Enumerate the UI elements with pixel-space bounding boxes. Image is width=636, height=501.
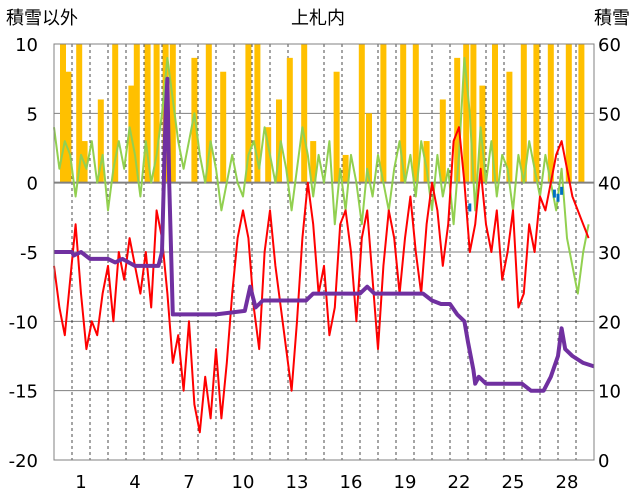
blue-mark <box>560 186 564 195</box>
precip-bar <box>366 113 372 183</box>
precip-bar <box>333 71 340 183</box>
precip-bar <box>133 44 140 183</box>
precip-bar <box>412 44 419 183</box>
precip-bar <box>565 44 572 183</box>
x-tick-label: 28 <box>556 472 579 493</box>
y-left-tick-label: -10 <box>9 312 38 333</box>
x-tick-label: 25 <box>502 472 525 493</box>
precip-bar <box>245 44 252 183</box>
precip-bar <box>301 44 308 183</box>
precip-bar <box>578 44 585 183</box>
left-axis-title: 積雪以外 <box>6 8 78 29</box>
precip-bar <box>547 44 554 183</box>
precip-bar <box>112 44 119 183</box>
plot-border <box>53 43 595 461</box>
precip-bar <box>169 44 176 183</box>
precip-bar <box>342 154 349 183</box>
precip-bar <box>60 44 66 183</box>
precip-bar <box>254 44 261 183</box>
blue-mark <box>552 189 556 198</box>
precip-bar <box>65 71 72 183</box>
precip-bar <box>400 44 407 183</box>
precip-bar <box>265 127 272 183</box>
precip-bar <box>205 44 212 183</box>
y-right-tick-label: 50 <box>598 104 621 125</box>
y-left-tick-label: 5 <box>27 104 38 125</box>
precip-bar <box>470 44 477 183</box>
y-left-tick-label: 10 <box>15 35 38 56</box>
x-tick-label: 13 <box>286 472 309 493</box>
y-right-tick-label: 30 <box>598 243 621 264</box>
x-tick-label: 10 <box>232 472 255 493</box>
precip-bar <box>492 44 498 183</box>
precip-bar <box>506 71 513 183</box>
y-left-tick-label: 0 <box>27 174 38 195</box>
x-tick-label: 22 <box>448 472 471 493</box>
precip-bar <box>276 99 282 183</box>
x-tick-label: 1 <box>75 472 86 493</box>
precip-bar <box>310 141 317 183</box>
blue-mark <box>468 203 472 212</box>
y-right-tick-label: 40 <box>598 174 621 195</box>
precip-bar <box>520 44 527 183</box>
x-tick-label: 4 <box>129 472 140 493</box>
x-tick-label: 16 <box>340 472 363 493</box>
precip-bar <box>533 44 540 183</box>
x-tick-label: 19 <box>394 472 417 493</box>
blue-mark <box>556 193 560 202</box>
chart-title: 上札内 <box>291 8 345 29</box>
precip-bar <box>454 57 461 183</box>
precip-bar <box>358 44 365 183</box>
precip-bar <box>380 44 387 183</box>
y-right-tick-label: 10 <box>598 382 621 403</box>
precip-bar <box>479 85 486 183</box>
series-lines <box>53 56 595 434</box>
precip-bar <box>423 141 430 183</box>
precip-bar <box>97 99 104 183</box>
temperature-line <box>53 126 590 434</box>
precip-bar <box>463 44 470 183</box>
y-left-tick-label: -15 <box>9 382 38 403</box>
y-right-tick-label: 0 <box>598 451 609 472</box>
precip-bar <box>144 44 151 183</box>
green-line <box>53 56 590 295</box>
y-left-tick-label: -20 <box>9 451 38 472</box>
y-right-tick-label: 20 <box>598 312 621 333</box>
y-right-tick-label: 60 <box>598 35 621 56</box>
precip-bar <box>286 57 293 183</box>
precip-bar <box>220 71 227 183</box>
precip-bar <box>76 44 83 183</box>
y-left-tick-label: -5 <box>20 243 38 264</box>
right-axis-title: 積雪 <box>594 8 630 29</box>
x-axis-labels: 1 4 7 10 13 16 19 22 25 28 <box>75 472 578 493</box>
snow_depth-line <box>54 76 595 393</box>
x-tick-label: 7 <box>183 472 194 493</box>
precip-bar <box>153 44 160 183</box>
precip-bar <box>439 99 446 183</box>
